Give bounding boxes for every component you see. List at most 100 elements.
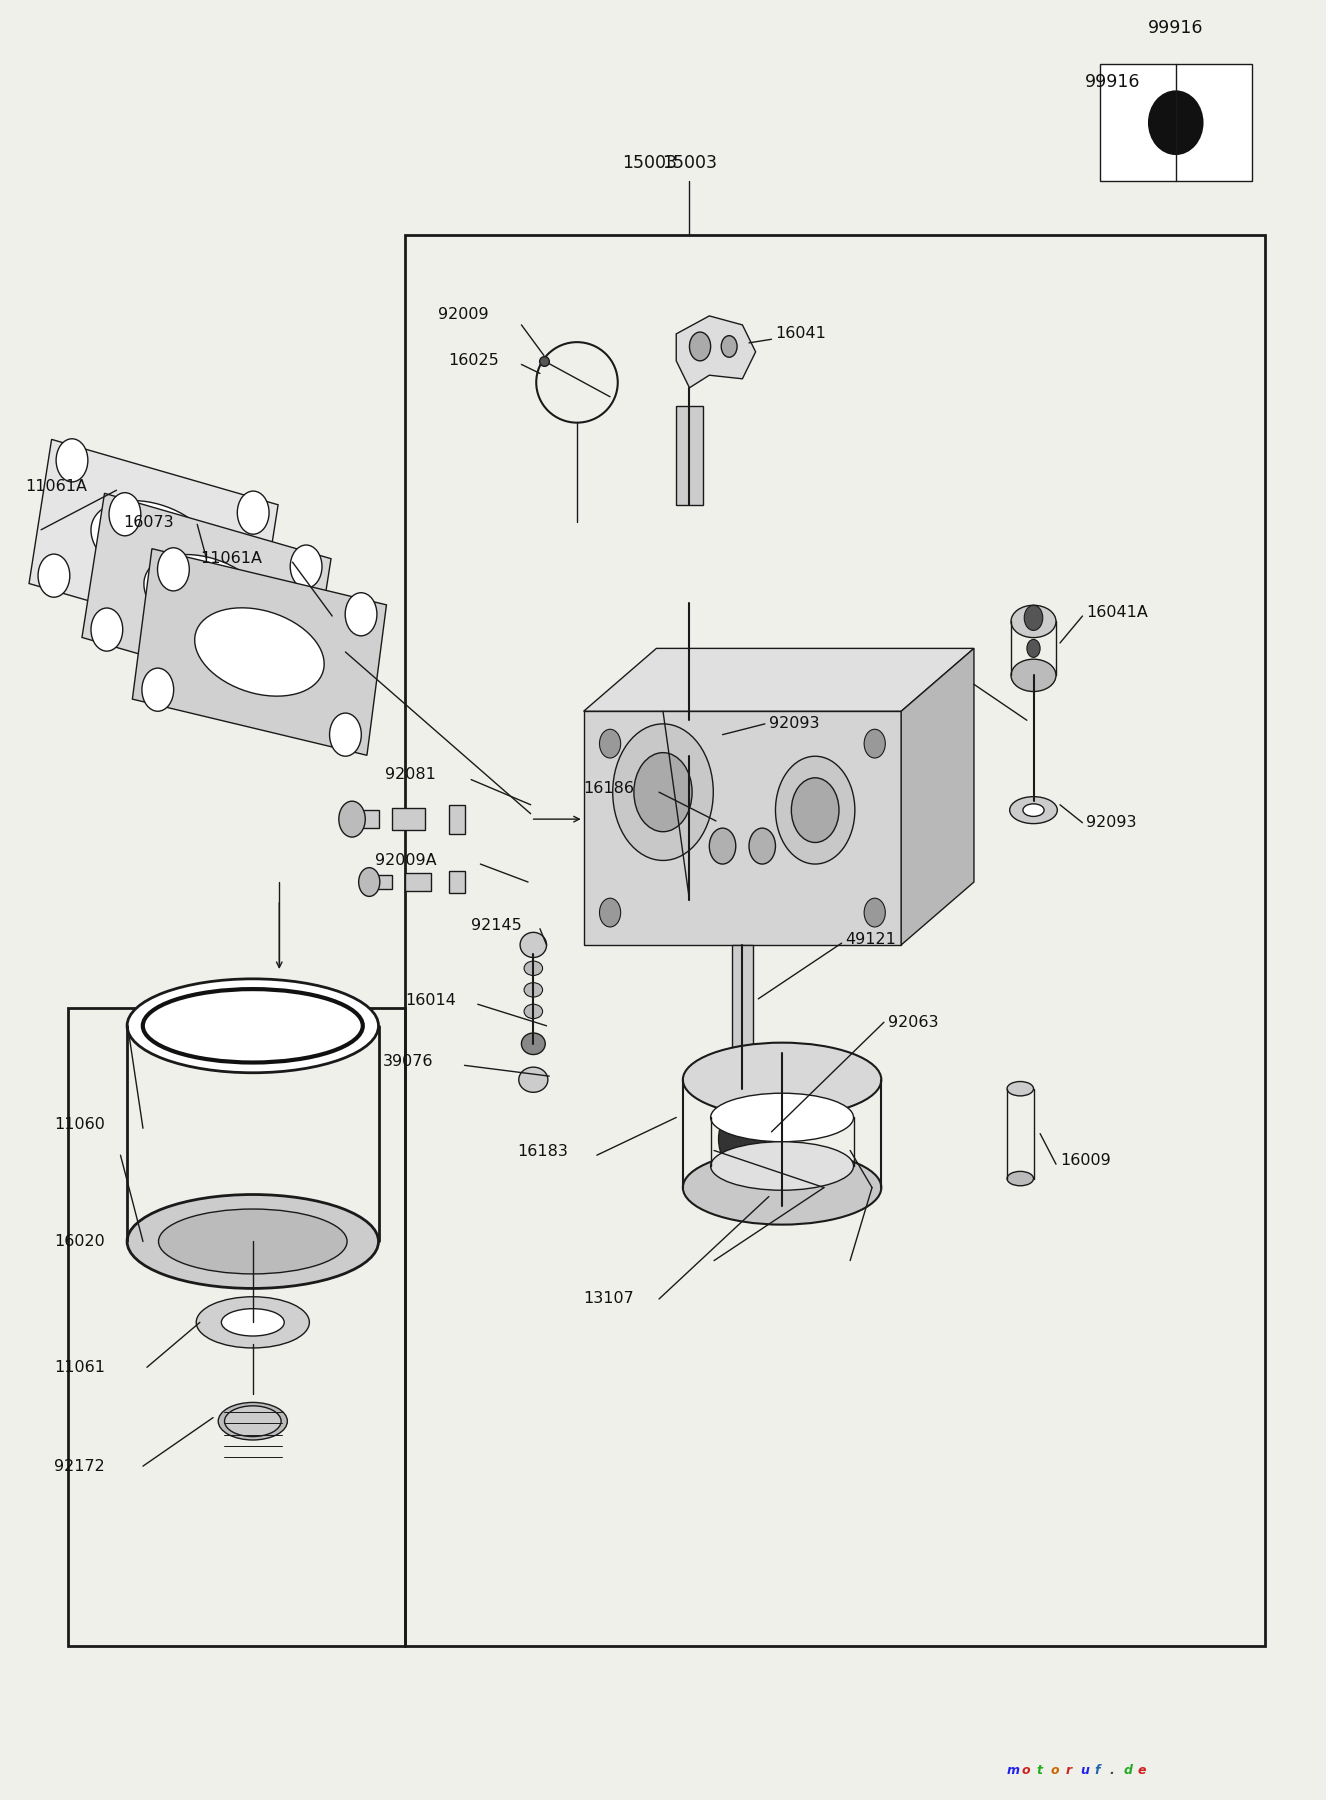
- Text: 16014: 16014: [404, 994, 456, 1008]
- Circle shape: [56, 439, 88, 482]
- Text: 16041A: 16041A: [1086, 605, 1148, 619]
- Ellipse shape: [1148, 90, 1204, 155]
- Circle shape: [91, 608, 123, 652]
- Polygon shape: [676, 317, 756, 387]
- Polygon shape: [82, 493, 332, 702]
- Text: 16183: 16183: [517, 1145, 569, 1159]
- Circle shape: [690, 331, 711, 360]
- Text: 92145: 92145: [471, 918, 522, 932]
- Polygon shape: [29, 439, 278, 650]
- Ellipse shape: [339, 801, 365, 837]
- Text: 15003: 15003: [662, 155, 717, 173]
- Ellipse shape: [663, 722, 716, 754]
- Text: 92009A: 92009A: [374, 853, 436, 868]
- Ellipse shape: [678, 731, 701, 745]
- Text: 39076: 39076: [382, 1055, 434, 1069]
- Circle shape: [599, 898, 621, 927]
- Bar: [732, 945, 753, 1053]
- Text: d: d: [1123, 1764, 1132, 1777]
- Circle shape: [38, 554, 70, 598]
- Ellipse shape: [711, 1093, 854, 1141]
- Circle shape: [865, 898, 886, 927]
- Text: m: m: [1006, 1764, 1020, 1777]
- Circle shape: [684, 826, 695, 841]
- Text: f: f: [1094, 1764, 1099, 1777]
- Bar: [391, 808, 424, 830]
- Circle shape: [1024, 605, 1042, 630]
- Polygon shape: [583, 648, 975, 711]
- Bar: [1099, 65, 1252, 182]
- Circle shape: [695, 808, 705, 823]
- Text: t: t: [1036, 1764, 1042, 1777]
- Circle shape: [865, 729, 886, 758]
- Circle shape: [721, 335, 737, 356]
- Circle shape: [749, 828, 776, 864]
- Ellipse shape: [1010, 605, 1055, 637]
- Ellipse shape: [1009, 797, 1057, 824]
- Circle shape: [704, 821, 715, 835]
- Circle shape: [634, 752, 692, 832]
- Text: e: e: [1138, 1764, 1147, 1777]
- Polygon shape: [583, 711, 902, 945]
- Circle shape: [109, 493, 141, 536]
- Text: 11061: 11061: [54, 1359, 105, 1375]
- Text: 11061A: 11061A: [25, 479, 88, 495]
- Text: 92009: 92009: [438, 306, 489, 322]
- Text: o: o: [1021, 1764, 1030, 1777]
- Text: 99916: 99916: [1148, 20, 1204, 38]
- Text: 16020: 16020: [54, 1235, 105, 1249]
- Ellipse shape: [145, 554, 269, 641]
- Circle shape: [719, 1107, 766, 1172]
- Bar: [68, 1008, 404, 1645]
- Ellipse shape: [358, 868, 379, 896]
- Text: 16041: 16041: [776, 326, 826, 342]
- Ellipse shape: [520, 932, 546, 958]
- Ellipse shape: [711, 1141, 854, 1190]
- Circle shape: [330, 713, 361, 756]
- Bar: [375, 875, 391, 889]
- Polygon shape: [656, 792, 723, 851]
- Text: 16025: 16025: [448, 353, 500, 369]
- Circle shape: [613, 724, 713, 860]
- Text: 16073: 16073: [123, 515, 174, 529]
- Text: r: r: [1065, 1764, 1071, 1777]
- Text: 92081: 92081: [385, 767, 436, 781]
- Circle shape: [792, 778, 839, 842]
- Polygon shape: [133, 549, 386, 756]
- Bar: [448, 871, 464, 893]
- Ellipse shape: [219, 1402, 288, 1440]
- Ellipse shape: [195, 608, 324, 697]
- Ellipse shape: [196, 1296, 309, 1348]
- Circle shape: [599, 729, 621, 758]
- Ellipse shape: [524, 961, 542, 976]
- Circle shape: [709, 828, 736, 864]
- Text: 13107: 13107: [583, 1291, 634, 1307]
- Circle shape: [290, 545, 322, 589]
- Circle shape: [776, 756, 855, 864]
- Bar: [404, 236, 1265, 1645]
- Polygon shape: [902, 648, 975, 945]
- Text: 92063: 92063: [888, 1015, 939, 1030]
- Ellipse shape: [1022, 805, 1044, 817]
- Text: 11061A: 11061A: [200, 551, 261, 565]
- Text: 16009: 16009: [1059, 1154, 1111, 1168]
- Ellipse shape: [127, 1195, 378, 1289]
- Circle shape: [272, 661, 304, 704]
- Text: 49121: 49121: [846, 932, 896, 947]
- Ellipse shape: [518, 1067, 548, 1093]
- Ellipse shape: [91, 500, 216, 587]
- Text: o: o: [1050, 1764, 1059, 1777]
- Ellipse shape: [224, 1406, 281, 1436]
- Circle shape: [158, 547, 190, 590]
- Text: 99916: 99916: [1085, 74, 1140, 92]
- Bar: [404, 873, 431, 891]
- Circle shape: [1026, 639, 1040, 657]
- Bar: [448, 805, 464, 833]
- Circle shape: [345, 592, 377, 635]
- Text: u: u: [1079, 1764, 1089, 1777]
- Ellipse shape: [221, 1309, 284, 1336]
- Text: .: .: [1109, 1764, 1114, 1777]
- Ellipse shape: [524, 983, 542, 997]
- Ellipse shape: [524, 1004, 542, 1019]
- Text: 92093: 92093: [769, 716, 819, 731]
